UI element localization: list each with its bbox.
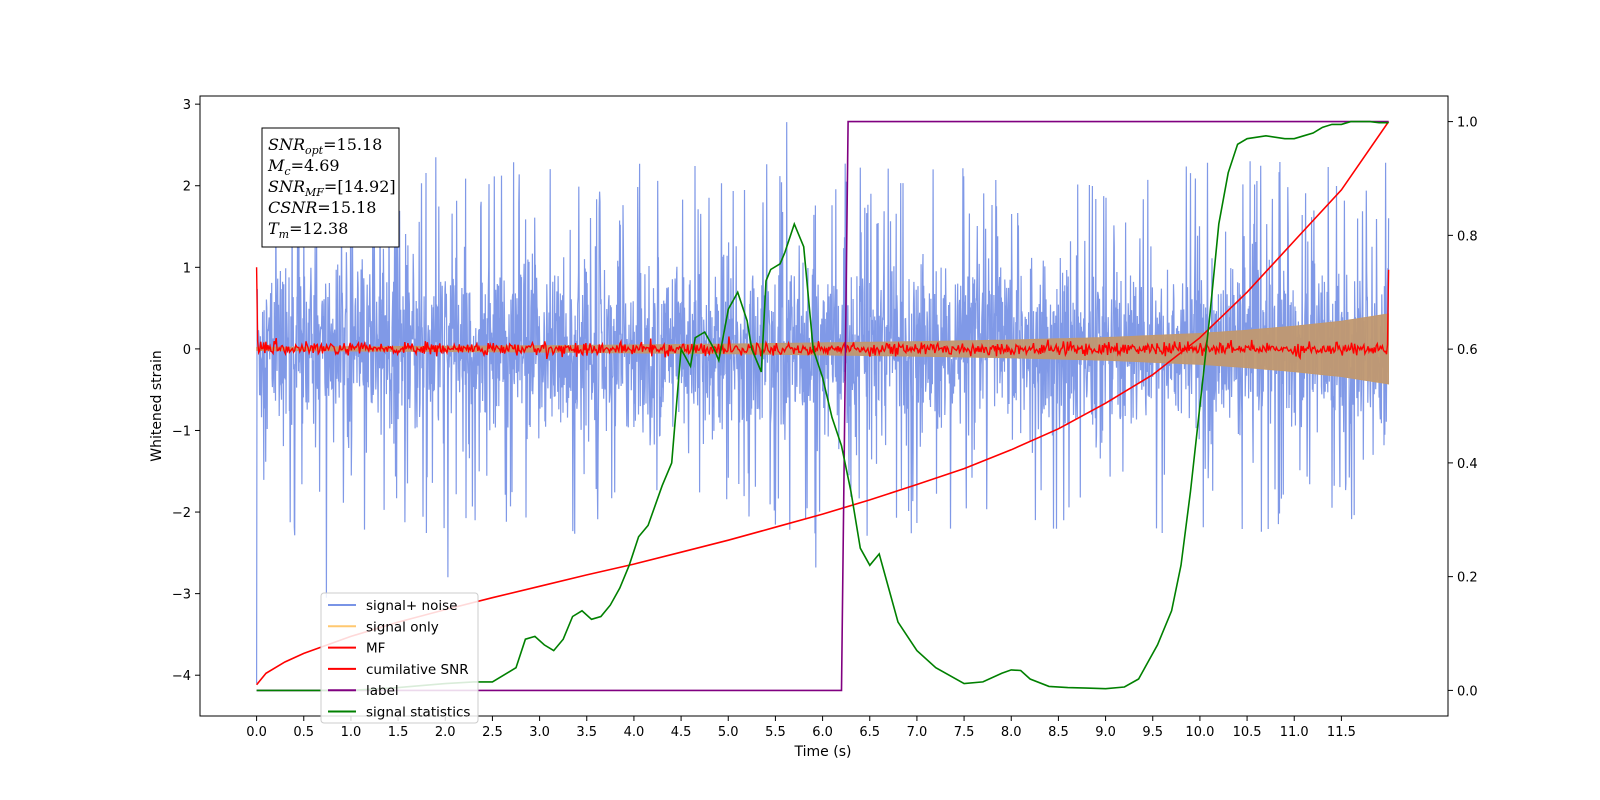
x-tick-label: 2.5 — [482, 725, 503, 740]
x-tick-label: 11.0 — [1280, 725, 1309, 740]
series-label — [256, 120, 1389, 692]
y-left-tick-label: −4 — [172, 669, 191, 684]
x-tick-label: 5.5 — [765, 725, 786, 740]
x-tick-label: 7.5 — [954, 725, 975, 740]
annotation-box: SNRopt=15.18Mc=4.69SNRMF=[14.92]CSNR=15.… — [261, 127, 400, 248]
y-axis-right: 1.0 0.8 0.6 0.4 0.2 0.0 — [1448, 116, 1478, 699]
y-right-tick-label: 0.0 — [1457, 684, 1478, 699]
y-right-tick-label: 0.6 — [1457, 343, 1478, 358]
y-right-tick-label: 0.8 — [1457, 229, 1478, 244]
y-left-tick-label: 0 — [183, 343, 191, 358]
x-tick-label: 4.5 — [671, 725, 692, 740]
x-tick-label: 0.5 — [293, 725, 314, 740]
series-mf — [255, 267, 1390, 361]
x-tick-label: 7.0 — [907, 725, 928, 740]
series-signal-statistics — [256, 120, 1389, 692]
legend-entry: signal only — [366, 619, 439, 635]
x-tick-label: 5.0 — [718, 725, 739, 740]
annotation-line: SNRopt=15.18 — [268, 135, 382, 157]
x-tick-label: 8.5 — [1048, 725, 1069, 740]
x-axis-label: Time (s) — [794, 744, 852, 760]
x-tick-label: 10.0 — [1185, 725, 1214, 740]
plot-area — [255, 120, 1390, 692]
x-tick-label: 1.5 — [388, 725, 409, 740]
annotation-line: Mc=4.69 — [267, 156, 340, 178]
x-axis: 0.0 0.5 1.0 1.5 2.0 2.5 3.0 3.5 4.0 4.5 5.0 5.5 6.0 6… — [246, 716, 1356, 740]
x-tick-label: 2.0 — [435, 725, 456, 740]
legend-frame — [320, 592, 479, 724]
annotation-line: CSNR=15.18 — [268, 198, 376, 217]
legend-entry: label — [366, 683, 399, 699]
y-left-tick-label: −2 — [172, 506, 191, 521]
x-tick-label: 3.0 — [529, 725, 550, 740]
y-right-tick-label: 0.4 — [1457, 457, 1478, 472]
axes-frame — [199, 95, 1449, 717]
x-tick-label: 0.0 — [246, 725, 267, 740]
x-tick-label: 9.5 — [1142, 725, 1163, 740]
x-tick-label: 8.0 — [1001, 725, 1022, 740]
y-left-tick-label: −1 — [172, 424, 191, 439]
annotation-line: Tm=12.38 — [268, 219, 348, 241]
x-tick-label: 1.0 — [341, 725, 362, 740]
y-axis-left: 3 2 1 0 −1 −2 −3 −4 — [172, 98, 200, 684]
x-tick-label: 6.0 — [812, 725, 833, 740]
annotation-line: SNRMF=[14.92] — [268, 177, 396, 199]
legend-entry: signal statistics — [366, 705, 470, 721]
y-left-tick-label: −3 — [172, 588, 191, 603]
y-left-tick-label: 3 — [183, 98, 191, 113]
x-tick-label: 11.5 — [1327, 725, 1356, 740]
legend: signal+ noise signal only MF cumilative SNR… — [320, 592, 479, 724]
x-tick-label: 4.0 — [624, 725, 645, 740]
x-tick-label: 10.5 — [1233, 725, 1262, 740]
y-left-tick-label: 1 — [183, 261, 191, 276]
y-right-tick-label: 0.2 — [1457, 571, 1478, 586]
x-tick-label: 9.0 — [1095, 725, 1116, 740]
legend-entry: signal+ noise — [366, 598, 457, 614]
x-tick-label: 6.5 — [859, 725, 880, 740]
legend-entry: MF — [366, 641, 385, 657]
y-axis-label: Whitened strain — [149, 350, 165, 461]
annotation-frame — [261, 127, 400, 248]
y-left-tick-label: 2 — [183, 180, 191, 195]
legend-entry: cumilative SNR — [366, 662, 469, 678]
y-right-tick-label: 1.0 — [1457, 116, 1478, 131]
x-tick-label: 3.5 — [576, 725, 597, 740]
